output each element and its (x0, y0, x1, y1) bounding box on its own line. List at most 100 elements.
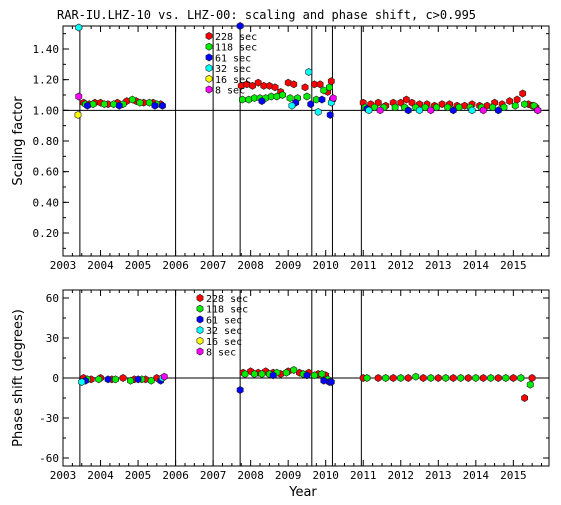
data-point (243, 80, 251, 89)
data-point (75, 23, 83, 32)
y-tick-label: 1.40 (33, 43, 60, 56)
y-tick-label: 60 (46, 292, 59, 305)
data-point (320, 376, 328, 385)
x-tick-label: 2010 (312, 469, 339, 482)
x-tick-label: 2011 (350, 469, 377, 482)
data-point (438, 100, 446, 109)
legend-marker (205, 85, 213, 94)
data-point (254, 78, 262, 87)
data-point (427, 374, 435, 382)
y-tick-label: 1.00 (33, 104, 60, 117)
data-point (273, 92, 281, 101)
data-point (403, 95, 410, 104)
data-point (134, 375, 142, 384)
legend-marker (196, 336, 204, 345)
data-point (404, 106, 412, 115)
legend-label: 8 sec (206, 348, 236, 359)
data-point (376, 106, 384, 115)
data-point (290, 366, 298, 374)
legend-marker (196, 304, 204, 313)
x-tick-label: 2010 (312, 259, 339, 272)
data-point (382, 374, 390, 382)
data-point (251, 370, 258, 378)
data-point (119, 374, 127, 382)
legend-marker (196, 347, 204, 356)
data-point (311, 371, 318, 380)
data-point (318, 95, 326, 104)
data-point (258, 370, 266, 378)
data-point (534, 106, 542, 115)
data-point (78, 378, 86, 386)
y-tick-label: 0 (52, 372, 59, 385)
data-point (84, 101, 91, 110)
data-point (127, 376, 134, 385)
phase-shift-panel: 2003 2004 2005 2006 2007 2008 2009 2010 2011 2012… (11, 289, 550, 482)
x-tick-label: 2013 (425, 259, 452, 272)
data-point (129, 95, 136, 104)
x-tick-label: 2012 (388, 469, 415, 482)
x-tick-label: 2007 (200, 259, 227, 272)
data-point (449, 106, 457, 115)
data-point (307, 100, 315, 109)
data-point (282, 368, 290, 377)
data-point (374, 98, 382, 107)
x-tick-label: 2009 (275, 469, 302, 482)
data-point (374, 374, 382, 382)
data-point (479, 374, 487, 382)
x-tick-label: 2007 (200, 469, 227, 482)
data-point (303, 371, 311, 380)
data-point (236, 22, 244, 30)
data-point (421, 103, 429, 112)
data-point (489, 103, 497, 112)
data-point (327, 378, 335, 386)
data-point (284, 78, 292, 87)
plot-frame (62, 25, 550, 257)
data-point (260, 81, 268, 90)
data-point (464, 374, 472, 382)
y-tick-label: 0.20 (33, 227, 60, 240)
x-tick-label: 2005 (125, 469, 152, 482)
x-tick-label: 2006 (162, 259, 189, 272)
x-tick-label: 2003 (50, 469, 77, 482)
data-point (521, 100, 528, 109)
legend-marker (205, 42, 213, 51)
data-point (444, 103, 452, 112)
data-point (457, 374, 465, 382)
data-point (320, 86, 328, 95)
legend-label: 61 sec (206, 315, 242, 326)
x-tick-label: 2005 (125, 259, 152, 272)
legend-label: 16 sec (215, 75, 251, 86)
data-point (494, 106, 502, 115)
data-point (365, 106, 373, 115)
legend-label: 118 sec (215, 43, 257, 54)
data-point (519, 89, 527, 98)
data-point (271, 83, 279, 92)
y-tick-label: 0.60 (33, 166, 60, 179)
data-point (312, 95, 320, 104)
data-point (75, 92, 83, 101)
x-tick-label: 2011 (350, 259, 377, 272)
data-point (316, 80, 324, 89)
data-point (511, 101, 519, 110)
data-point (286, 94, 294, 103)
data-point (115, 101, 123, 110)
data-point (434, 374, 442, 382)
x-tick-label: 2015 (500, 469, 527, 482)
x-tick-label: 2006 (162, 469, 189, 482)
y-tick-label: 30 (46, 332, 59, 345)
legend-label: 8 sec (215, 86, 245, 97)
data-point (269, 371, 277, 380)
x-tick-label: 2004 (87, 469, 114, 482)
y-tick-label: 0.80 (33, 135, 60, 148)
data-point (112, 375, 119, 384)
data-point (472, 374, 480, 382)
data-point (290, 80, 298, 89)
x-axis-label: Year (288, 485, 317, 500)
data-point (397, 374, 405, 382)
data-point (449, 374, 457, 382)
data-point (160, 372, 168, 381)
data-point (326, 83, 333, 92)
data-point (305, 68, 313, 76)
legend-label: 228 sec (206, 294, 248, 305)
data-point (267, 92, 275, 101)
